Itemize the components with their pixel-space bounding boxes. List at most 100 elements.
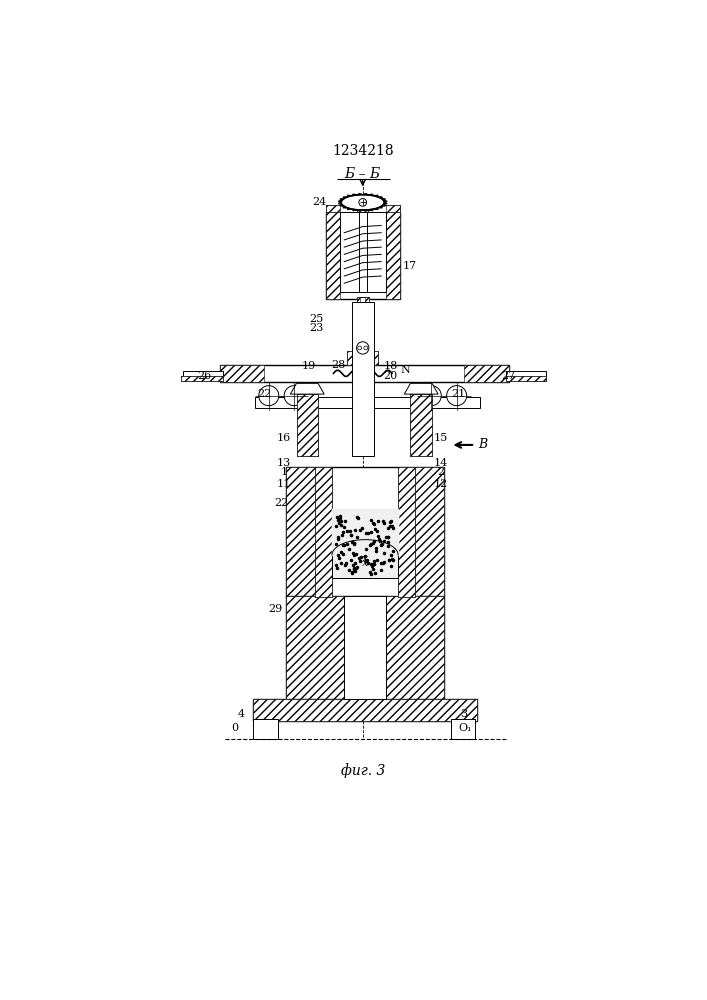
Bar	[506, 376, 546, 381]
Polygon shape	[340, 204, 344, 206]
Circle shape	[259, 386, 279, 406]
Bar	[219, 365, 264, 382]
Polygon shape	[352, 209, 357, 211]
Circle shape	[447, 386, 467, 406]
Bar	[326, 212, 339, 299]
Polygon shape	[378, 197, 382, 199]
Bar	[356, 297, 361, 309]
Polygon shape	[357, 194, 363, 195]
Text: 19: 19	[302, 361, 316, 371]
Bar	[219, 365, 509, 382]
Text: Б – Б: Б – Б	[344, 167, 381, 181]
Bar	[398, 466, 415, 597]
Text: 17: 17	[402, 261, 416, 271]
Polygon shape	[357, 210, 363, 211]
Text: 13: 13	[277, 458, 291, 468]
Bar	[315, 466, 332, 597]
Text: 11: 11	[277, 479, 291, 489]
Polygon shape	[363, 210, 368, 211]
Text: x: x	[362, 554, 368, 564]
Polygon shape	[352, 194, 357, 196]
Bar	[182, 371, 223, 379]
Bar	[450, 719, 475, 739]
Text: 15: 15	[434, 433, 448, 443]
Polygon shape	[378, 206, 382, 208]
Text: 3: 3	[460, 709, 467, 719]
Bar	[347, 351, 378, 365]
Polygon shape	[404, 383, 438, 394]
Bar	[344, 596, 386, 699]
Bar	[365, 297, 369, 309]
Bar	[181, 376, 223, 381]
Bar	[357, 202, 361, 226]
Polygon shape	[338, 200, 342, 202]
Bar	[386, 212, 399, 299]
Text: 24: 24	[312, 197, 327, 207]
Bar	[286, 596, 444, 699]
Polygon shape	[343, 197, 347, 199]
Bar	[357, 308, 368, 337]
Polygon shape	[347, 208, 352, 209]
Text: 1234218: 1234218	[332, 144, 394, 158]
Circle shape	[284, 386, 304, 406]
Text: x: x	[362, 558, 368, 568]
Text: 4: 4	[238, 709, 245, 719]
Bar	[464, 365, 509, 382]
Bar	[253, 699, 477, 721]
Bar	[357, 308, 361, 337]
Polygon shape	[373, 195, 378, 197]
Bar	[386, 205, 399, 212]
Polygon shape	[343, 206, 347, 208]
Bar	[181, 376, 223, 381]
Text: 1: 1	[281, 467, 288, 477]
Text: O₁: O₁	[458, 723, 472, 733]
Bar	[352, 302, 373, 456]
Bar	[411, 394, 432, 456]
Text: фиг. 3: фиг. 3	[341, 763, 385, 778]
Polygon shape	[340, 199, 344, 200]
Bar	[411, 394, 432, 456]
Text: 29: 29	[268, 604, 282, 614]
Circle shape	[364, 346, 368, 350]
Bar	[398, 466, 415, 597]
Bar	[326, 205, 399, 212]
Bar	[255, 397, 480, 408]
Text: 20: 20	[383, 371, 397, 381]
Polygon shape	[373, 208, 378, 209]
Text: 14: 14	[434, 458, 448, 468]
Bar	[415, 466, 444, 597]
Bar	[506, 376, 546, 381]
Bar	[347, 351, 354, 365]
Text: 25: 25	[310, 314, 324, 324]
Bar	[296, 394, 318, 456]
Text: 2: 2	[438, 467, 445, 477]
Bar	[365, 308, 368, 337]
Polygon shape	[384, 202, 387, 204]
Polygon shape	[363, 194, 368, 195]
Bar	[339, 212, 386, 292]
Text: 22: 22	[257, 389, 271, 399]
Text: 23: 23	[310, 323, 324, 333]
Text: 18: 18	[383, 361, 397, 371]
Bar	[296, 394, 318, 456]
Bar	[357, 202, 368, 226]
Bar	[372, 351, 378, 365]
Circle shape	[359, 199, 366, 206]
Bar	[326, 205, 339, 212]
Polygon shape	[338, 202, 342, 204]
Text: 28: 28	[331, 360, 345, 370]
Bar	[315, 466, 332, 597]
Bar	[286, 466, 315, 597]
Polygon shape	[384, 200, 387, 202]
Circle shape	[358, 346, 361, 350]
Text: 16: 16	[277, 433, 291, 443]
Polygon shape	[381, 199, 385, 200]
Text: 0: 0	[231, 723, 238, 733]
Text: 21: 21	[451, 389, 465, 399]
Bar	[286, 596, 444, 699]
Bar	[253, 719, 278, 739]
Text: N: N	[401, 365, 411, 375]
Polygon shape	[368, 209, 373, 211]
Text: 12: 12	[434, 479, 448, 489]
Circle shape	[421, 386, 441, 406]
